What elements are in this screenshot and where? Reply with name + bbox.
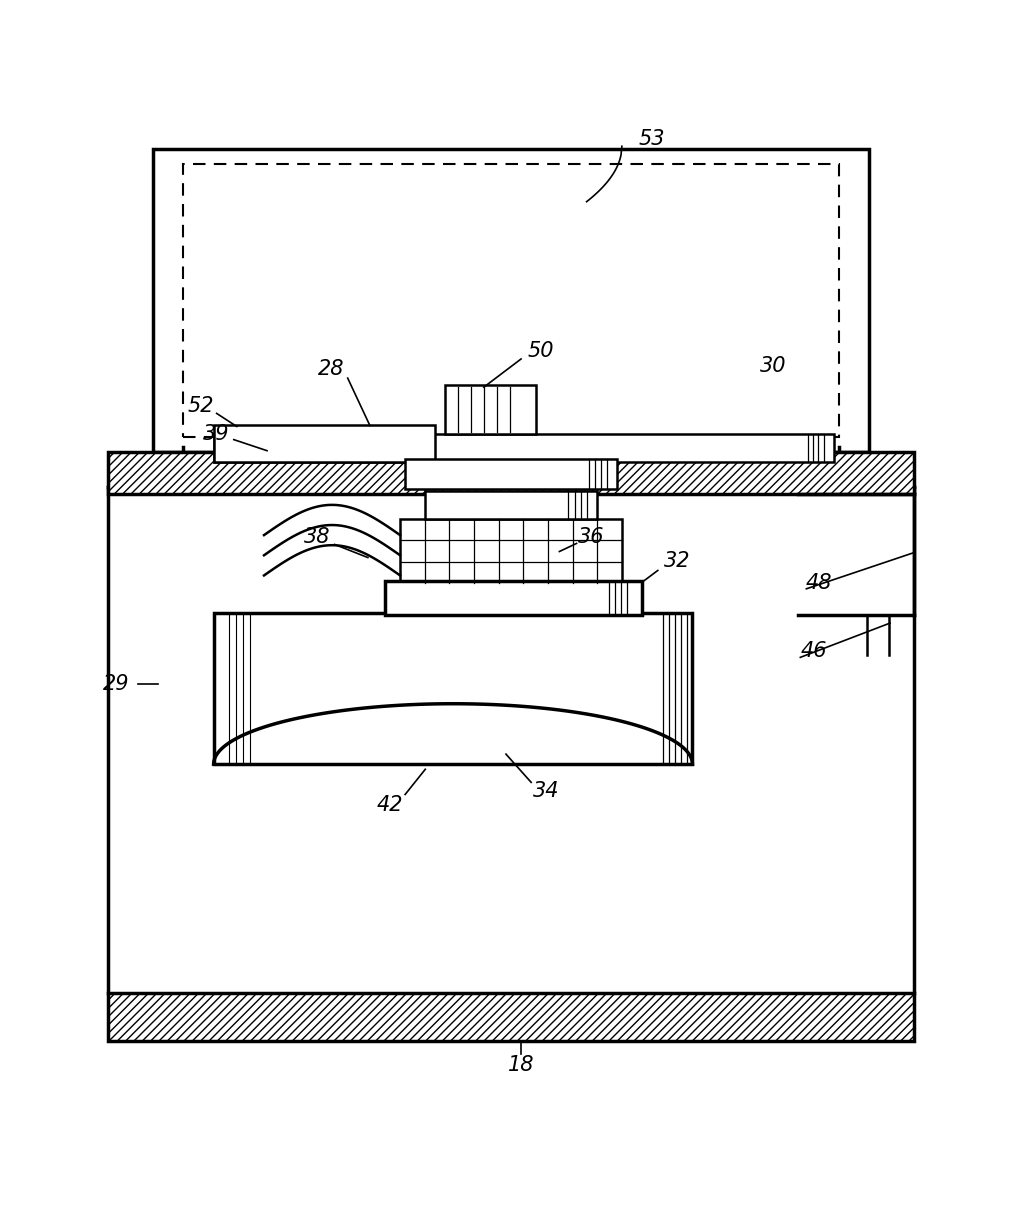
- Bar: [214, 434, 834, 462]
- Text: 39: 39: [203, 423, 230, 444]
- Text: 18: 18: [508, 1054, 535, 1075]
- Text: 29: 29: [102, 673, 129, 694]
- Text: 50: 50: [528, 341, 555, 360]
- Bar: [153, 150, 869, 451]
- Bar: [214, 613, 693, 764]
- Text: 42: 42: [377, 794, 404, 814]
- Text: 30: 30: [760, 356, 786, 376]
- Text: 53: 53: [639, 129, 665, 150]
- Bar: [425, 492, 597, 520]
- Bar: [214, 425, 435, 462]
- Text: 32: 32: [664, 550, 691, 570]
- Bar: [107, 451, 915, 494]
- Bar: [400, 520, 622, 582]
- Text: 52: 52: [187, 396, 214, 417]
- Bar: [405, 459, 617, 489]
- Text: 38: 38: [305, 527, 331, 547]
- Text: 28: 28: [318, 359, 344, 379]
- Bar: [107, 993, 915, 1041]
- Text: 46: 46: [800, 641, 827, 661]
- Text: 34: 34: [533, 781, 559, 802]
- Bar: [183, 164, 839, 436]
- Text: 36: 36: [578, 527, 605, 547]
- Text: 48: 48: [805, 573, 832, 592]
- Bar: [446, 385, 537, 434]
- Bar: [385, 581, 642, 615]
